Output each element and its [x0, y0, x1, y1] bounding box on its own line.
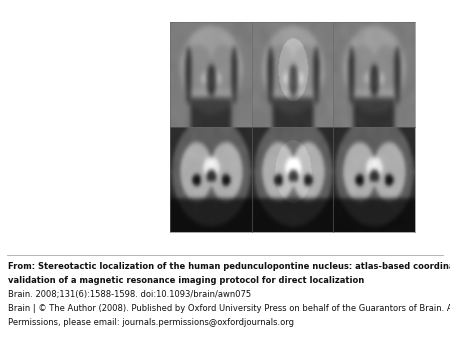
Text: Brain. 2008;131(6):1588-1598. doi:10.1093/brain/awn075: Brain. 2008;131(6):1588-1598. doi:10.109… [8, 290, 251, 299]
Text: From: Stereotactic localization of the human pedunculopontine nucleus: atlas-bas: From: Stereotactic localization of the h… [8, 262, 450, 271]
Text: Brain | © The Author (2008). Published by Oxford University Press on behalf of t: Brain | © The Author (2008). Published b… [8, 304, 450, 313]
Text: Permissions, please email: journals.permissions@oxfordjournals.org: Permissions, please email: journals.perm… [8, 318, 294, 327]
Text: validation of a magnetic resonance imaging protocol for direct localization: validation of a magnetic resonance imagi… [8, 276, 364, 285]
